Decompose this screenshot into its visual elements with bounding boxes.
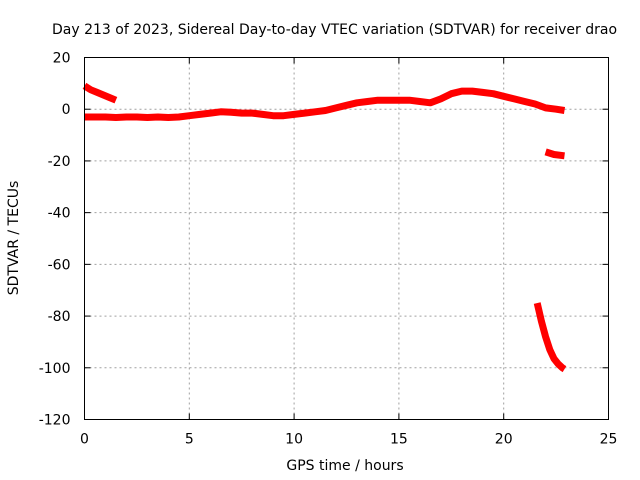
x-axis-label: GPS time / hours	[286, 458, 403, 474]
y-tick-label: -80	[48, 309, 71, 325]
x-tick-labels: 0 5 10 15 20 25	[80, 432, 617, 448]
x-tick-label: 25	[600, 432, 618, 448]
x-tick-label: 15	[390, 432, 408, 448]
y-tick-label: -60	[48, 257, 71, 273]
y-tick-label: 20	[53, 51, 71, 67]
x-tick-label: 10	[285, 432, 303, 448]
plot-frame	[84, 57, 609, 420]
axis-ticks	[84, 57, 609, 420]
series-drop-segment	[533, 302, 567, 373]
y-tick-label: -100	[39, 361, 71, 377]
x-tick-label: 5	[185, 432, 194, 448]
series-main-segment	[84, 87, 566, 121]
x-tick-label: 0	[80, 432, 89, 448]
y-axis-label: SDTVAR / TECUs	[6, 181, 22, 296]
y-tick-label: -40	[48, 206, 71, 222]
y-tick-labels: -120 -100 -80 -60 -40 -20 0 20	[39, 51, 71, 429]
grid	[84, 57, 609, 420]
chart-title: Day 213 of 2023, Sidereal Day-to-day VTE…	[52, 22, 617, 38]
y-tick-label: -20	[48, 154, 71, 170]
x-tick-label: 20	[495, 432, 513, 448]
data-series	[82, 82, 567, 373]
series-late-segment	[544, 148, 565, 160]
y-tick-label: 0	[62, 102, 71, 118]
series-early-segment	[82, 82, 118, 104]
y-tick-label: -120	[39, 413, 71, 429]
